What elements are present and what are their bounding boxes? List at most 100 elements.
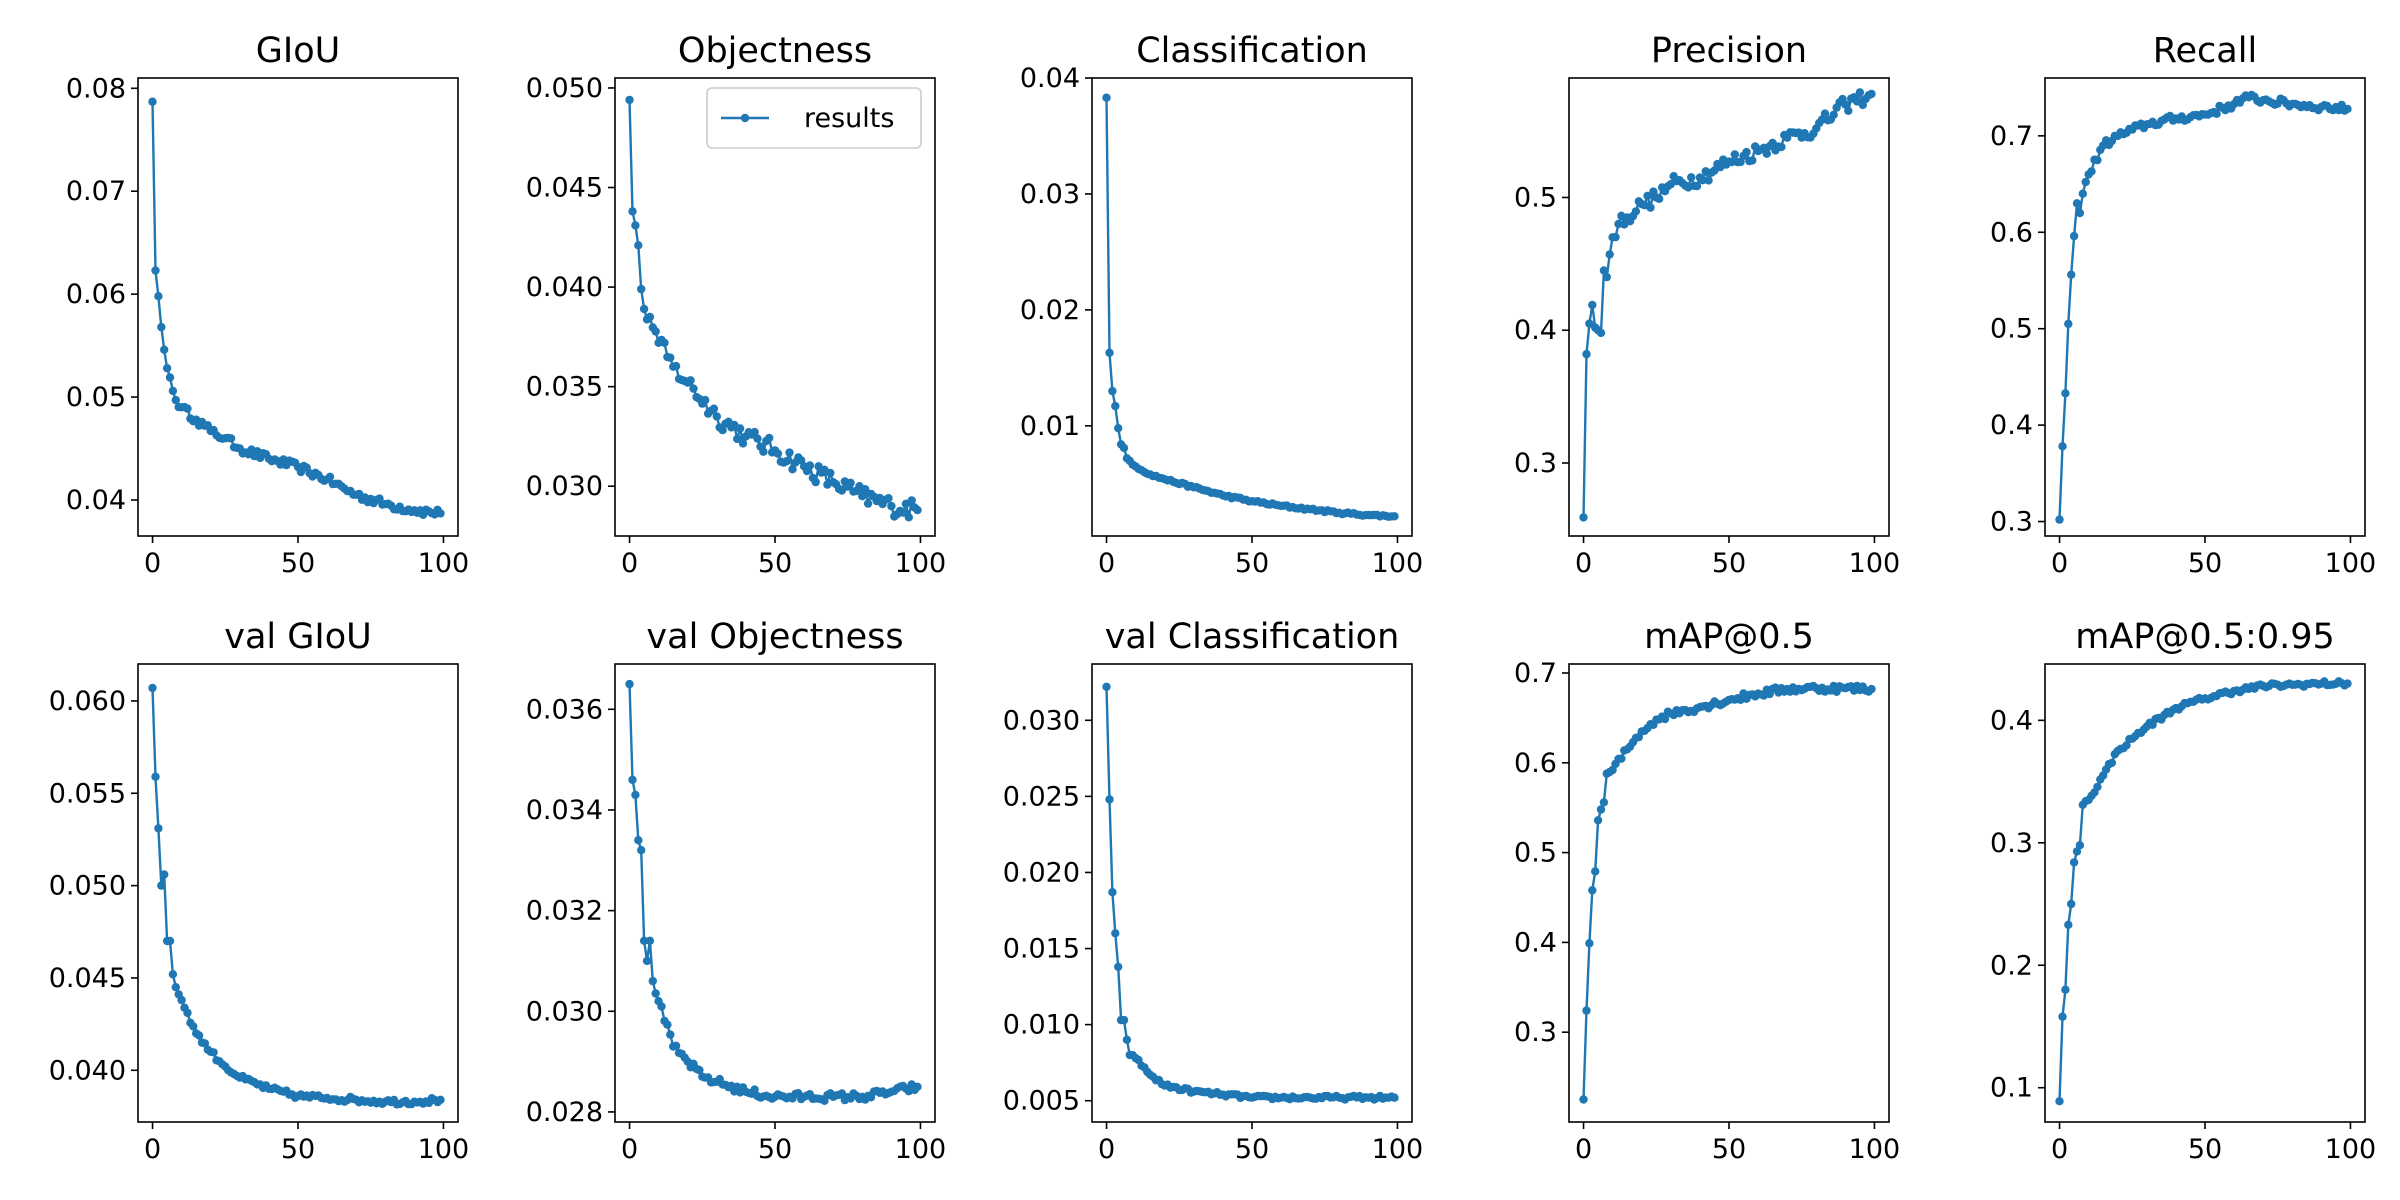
y-tick-label: 0.7 bbox=[1990, 121, 2033, 152]
y-tick-label: 0.030 bbox=[526, 471, 603, 502]
data-point bbox=[651, 327, 660, 336]
data-point bbox=[157, 322, 166, 332]
y-tick-label: 0.1 bbox=[1990, 1073, 2033, 1104]
data-point bbox=[1119, 443, 1129, 453]
y-tick-label: 0.04 bbox=[66, 485, 126, 516]
series-markers bbox=[625, 679, 922, 1106]
data-point bbox=[639, 936, 649, 945]
series-markers bbox=[1102, 93, 1399, 521]
x-tick-label: 50 bbox=[1712, 548, 1746, 579]
y-tick-label: 0.4 bbox=[1514, 927, 1557, 958]
x-tick-label: 0 bbox=[1098, 1134, 1115, 1165]
x-tick-label: 0 bbox=[1098, 548, 1115, 579]
data-point bbox=[1579, 513, 1588, 522]
data-point bbox=[695, 1065, 704, 1075]
y-tick-label: 0.7 bbox=[1514, 658, 1557, 689]
data-point bbox=[1730, 150, 1740, 159]
data-point bbox=[1596, 805, 1606, 814]
data-point bbox=[2075, 841, 2085, 850]
data-point bbox=[1742, 147, 1751, 157]
y-tick-label: 0.08 bbox=[66, 73, 126, 104]
data-point bbox=[631, 790, 640, 800]
data-point bbox=[2055, 1097, 2064, 1106]
panel-precision: Precision 0 50 100 0.3 0.4 0.5 bbox=[1514, 31, 1900, 579]
data-point bbox=[826, 468, 835, 478]
data-point bbox=[2064, 920, 2073, 929]
data-point bbox=[666, 1030, 675, 1039]
data-point bbox=[645, 936, 655, 945]
data-point bbox=[811, 477, 820, 487]
data-point bbox=[1390, 512, 1399, 521]
data-point bbox=[660, 338, 669, 347]
data-point bbox=[1111, 929, 1120, 938]
data-point bbox=[887, 501, 896, 511]
data-point bbox=[2058, 442, 2067, 451]
x-tick-label: 0 bbox=[2051, 1134, 2068, 1165]
data-point bbox=[1105, 795, 1114, 804]
data-point bbox=[753, 434, 762, 443]
legend-box bbox=[706, 87, 922, 149]
x-tick-label: 100 bbox=[1372, 548, 1424, 579]
data-point bbox=[628, 207, 637, 216]
data-point bbox=[165, 936, 175, 946]
data-point bbox=[1579, 1095, 1588, 1104]
data-point bbox=[1646, 203, 1655, 212]
data-point bbox=[194, 1031, 204, 1040]
series-markers bbox=[1102, 682, 1399, 1104]
data-point bbox=[907, 496, 916, 505]
data-point bbox=[1704, 176, 1713, 185]
data-point bbox=[165, 373, 175, 382]
data-point bbox=[863, 499, 873, 508]
data-point bbox=[861, 485, 870, 494]
data-point bbox=[858, 492, 867, 501]
data-point bbox=[183, 1008, 192, 1017]
panel-title: GIoU bbox=[256, 31, 340, 71]
y-tick-label: 0.04 bbox=[1020, 63, 1080, 94]
data-point bbox=[765, 433, 774, 443]
data-point bbox=[712, 412, 721, 421]
data-point bbox=[1605, 250, 1614, 259]
x-tick-label: 50 bbox=[1712, 1134, 1746, 1165]
data-point bbox=[168, 386, 178, 396]
data-point bbox=[1114, 424, 1123, 433]
x-tick-label: 100 bbox=[418, 548, 470, 579]
data-point bbox=[759, 447, 768, 456]
data-point bbox=[226, 434, 236, 443]
x-tick-label: 100 bbox=[418, 1134, 470, 1165]
data-point bbox=[663, 1020, 672, 1029]
y-tick-label: 0.5 bbox=[1514, 838, 1557, 869]
data-point bbox=[148, 683, 157, 693]
data-point bbox=[1777, 142, 1786, 152]
y-tick-label: 0.6 bbox=[1514, 748, 1557, 779]
y-tick-label: 0.4 bbox=[1514, 315, 1557, 346]
panel-val-objectness: val Objectness 0 50 100 0.028 0.030 0.032 0.034… bbox=[526, 617, 947, 1165]
data-point bbox=[325, 472, 335, 481]
data-point bbox=[709, 404, 719, 413]
panel-objectness: Objectness 0 50 100 0.030 0.035 0.040 0.045 0.05… bbox=[526, 31, 947, 579]
y-tick-label: 0.3 bbox=[1514, 1017, 1557, 1048]
data-point bbox=[1582, 1006, 1591, 1015]
data-point bbox=[2081, 177, 2090, 187]
data-point bbox=[1611, 232, 1620, 242]
data-point bbox=[846, 478, 855, 487]
data-point bbox=[1687, 173, 1696, 182]
legend: results bbox=[706, 87, 922, 149]
data-point bbox=[1617, 754, 1626, 763]
panel-title: Precision bbox=[1651, 31, 1807, 71]
y-tick-label: 0.020 bbox=[1003, 857, 1080, 888]
y-tick-label: 0.045 bbox=[526, 173, 603, 204]
y-tick-label: 0.030 bbox=[1003, 705, 1080, 736]
panel-title: mAP@0.5:0.95 bbox=[2075, 617, 2335, 657]
y-tick-label: 0.03 bbox=[1020, 179, 1080, 210]
y-tick-label: 0.050 bbox=[526, 73, 603, 104]
panel-title: val Classification bbox=[1105, 617, 1400, 657]
data-point bbox=[671, 361, 681, 371]
y-tick-label: 0.3 bbox=[1990, 828, 2033, 859]
series-markers bbox=[1579, 88, 1876, 522]
legend-label: results bbox=[804, 103, 894, 134]
x-tick-label: 100 bbox=[895, 1134, 947, 1165]
data-point bbox=[151, 266, 160, 275]
data-point bbox=[1631, 207, 1641, 216]
